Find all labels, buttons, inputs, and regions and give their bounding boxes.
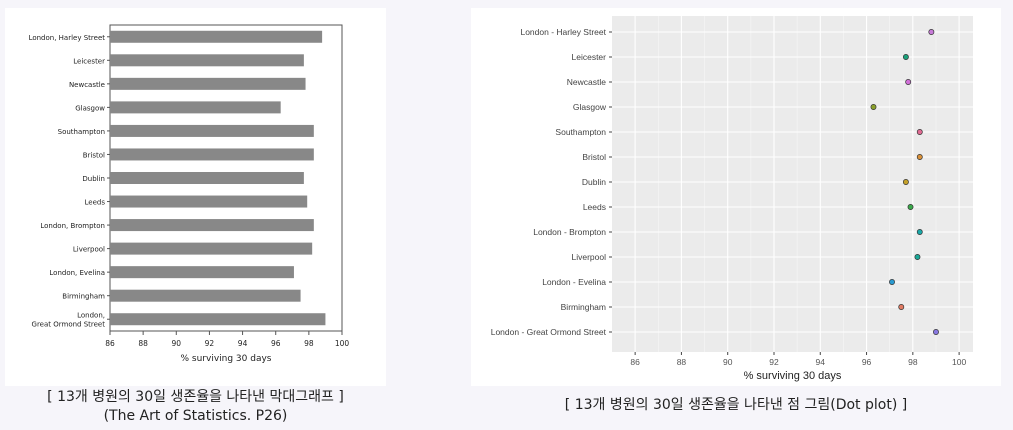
bar: [110, 148, 314, 161]
bar-x-tick-label: 96: [271, 339, 281, 348]
bar-category-label: London, Brompton: [40, 222, 105, 230]
bar: [110, 101, 281, 114]
dot-point: [933, 329, 939, 335]
dot-plot-caption: [ 13개 병원의 30일 생존율을 나타낸 점 그림(Dot plot) ]: [471, 396, 1001, 415]
dot-category-label: London - Evelina: [542, 277, 606, 287]
dot-point: [907, 204, 914, 210]
bar-x-tick-label: 100: [335, 339, 350, 348]
dot-point: [916, 154, 923, 160]
dot-point: [928, 29, 935, 35]
dot-x-tick-label: 92: [769, 357, 779, 367]
bar-category-label: Southampton: [58, 128, 105, 136]
dot-plot-panel: London - Harley Street Leicester Newcastle…: [471, 8, 1001, 386]
dot-x-tick-label: 96: [862, 357, 872, 367]
bar-category-label: London, Evelina: [49, 269, 105, 277]
bar-category-label: Dublin: [82, 175, 105, 183]
bar: [110, 242, 313, 255]
dot-x-tick-label: 86: [630, 357, 640, 367]
dot-point: [902, 179, 909, 185]
bar-category-label: London, Harley Street: [29, 34, 106, 42]
bar-category-label: Birmingham: [62, 293, 105, 301]
bar: [110, 54, 304, 67]
bar-chart-panel: London, Harley Street Leicester Newcastle G…: [5, 8, 386, 386]
dot-category-label: Glasgow: [573, 102, 607, 112]
bar-x-tick-label: 92: [205, 339, 215, 348]
bar-category-label: Leicester: [73, 57, 105, 65]
bar-category-label: Newcastle: [69, 81, 105, 89]
dot-point: [902, 54, 909, 60]
dot-x-tick-label: 90: [723, 357, 733, 367]
bar-chart-caption-title: [ 13개 병원의 30일 생존율을 나타낸 막대그래프 ]: [47, 389, 344, 405]
dot-category-label: Leeds: [583, 202, 606, 212]
dot-x-axis-label: % surviving 30 days: [744, 370, 842, 382]
bar-x-axis-label: % surviving 30 days: [181, 354, 272, 364]
dot-x-tick-label: 100: [952, 357, 966, 367]
dot-category-label: Newcastle: [567, 77, 606, 87]
bar-category-label: Leeds: [85, 199, 106, 207]
dot-category-label: Dublin: [582, 177, 606, 187]
dot-category-label: Bristol: [582, 152, 606, 162]
dot-x-tick-label: 88: [677, 357, 687, 367]
bar-category-label: London, Great Ormond Street: [32, 312, 106, 329]
bar-chart-caption: [ 13개 병원의 30일 생존율을 나타낸 막대그래프 ] (The Art …: [5, 388, 386, 426]
bar-chart: London, Harley Street Leicester Newcastle G…: [29, 24, 350, 364]
bar-category-label: Liverpool: [73, 246, 105, 254]
bar-chart-caption-source: (The Art of Statistics. P26): [103, 408, 288, 424]
dot-point: [898, 304, 905, 310]
bar: [110, 77, 306, 90]
bar: [110, 172, 304, 184]
bar: [110, 195, 308, 208]
bar: [110, 313, 326, 326]
dot-category-label: Southampton: [555, 127, 606, 137]
bar: [110, 219, 314, 232]
bar: [110, 30, 323, 43]
bar-category-label: Bristol: [83, 151, 105, 159]
dot-category-label: Leicester: [572, 52, 607, 62]
dot-category-label: London - Brompton: [533, 227, 606, 237]
dot-point: [914, 254, 921, 260]
dot-point: [916, 129, 923, 135]
dot-category-label: London - Great Ormond Street: [491, 327, 607, 337]
bar-category-label: Glasgow: [75, 104, 105, 112]
bar: [110, 289, 301, 302]
bar-x-tick-label: 86: [105, 339, 115, 348]
dot-plot-caption-title: [ 13개 병원의 30일 생존율을 나타낸 점 그림(Dot plot) ]: [564, 397, 908, 413]
bar: [110, 266, 294, 279]
dot-point: [905, 79, 912, 85]
bar-x-tick-label: 90: [172, 339, 182, 348]
dot-x-tick-label: 94: [816, 357, 826, 367]
dot-point: [916, 229, 923, 235]
dot-x-tick-label: 98: [908, 357, 918, 367]
dot-category-label: Liverpool: [572, 252, 607, 262]
dot-point: [889, 279, 895, 285]
dot-plot-background: [612, 16, 973, 352]
dot-category-label: London - Harley Street: [520, 27, 606, 37]
bar-x-tick-label: 88: [138, 339, 148, 348]
dot-category-label: Birmingham: [561, 302, 606, 312]
bar: [110, 124, 314, 137]
bar-x-tick-label: 98: [304, 339, 314, 348]
dot-plot: London - Harley Street Leicester Newcastle…: [491, 16, 973, 382]
dot-point: [870, 104, 877, 110]
bar-x-tick-label: 94: [238, 339, 248, 348]
